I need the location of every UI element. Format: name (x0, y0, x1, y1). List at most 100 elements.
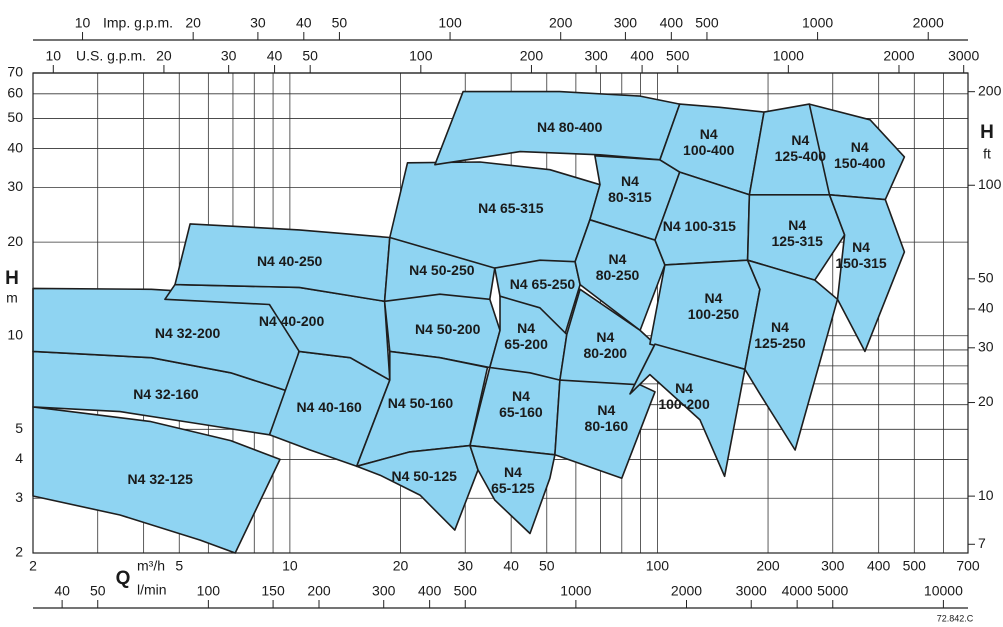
region-label: N4 80-160 (584, 401, 629, 434)
x3-tick-label: 1000 (773, 48, 804, 64)
region-label: N4 32-160 (133, 385, 199, 402)
pump-range (554, 379, 656, 479)
y-tick-label: 20 (7, 233, 23, 249)
region-label: N4 65-200 (504, 320, 548, 353)
region-label: N4 80-400 (536, 118, 603, 135)
pump-range (828, 194, 906, 353)
figure-code: 72.842.C (937, 613, 974, 623)
region-label: N4 150-400 (834, 139, 886, 172)
x3-tick-label: 3000 (948, 48, 979, 64)
x2-tick-label: 200 (307, 583, 331, 599)
y2-tick-label: 30 (978, 339, 994, 355)
x3-tick-label: 30 (221, 48, 237, 64)
x2-tick-label: 100 (197, 583, 221, 599)
y-axis-unit: m (6, 290, 18, 306)
x2-tick-label: 40 (54, 583, 70, 599)
y2-tick-label: 40 (978, 300, 994, 316)
region-label: N4 150-315 (835, 239, 887, 272)
pump-range (746, 194, 846, 281)
x4-axis-label: Imp. g.p.m. (103, 15, 173, 31)
x3-tick-label: 200 (520, 48, 544, 64)
x2-tick-label: 4000 (782, 583, 813, 599)
x2-tick-label: 1000 (560, 583, 591, 599)
region-label: N4 40-160 (296, 398, 362, 415)
x-tick-label: 200 (756, 558, 780, 574)
x4-tick-label: 100 (438, 15, 462, 31)
x-tick-label: 400 (867, 558, 891, 574)
x3-tick-label: 100 (409, 48, 433, 64)
x-axis-unit: m³/h (137, 558, 165, 574)
region-label: N4 125-400 (774, 132, 827, 165)
pump-range (808, 103, 906, 201)
x2-tick-label: 5000 (817, 583, 848, 599)
x3-tick-label: 500 (666, 48, 690, 64)
region-label: N4 80-200 (583, 329, 628, 362)
region-label: N4 32-200 (154, 325, 221, 342)
y-tick-label: 5 (15, 420, 23, 436)
pump-range (744, 259, 839, 451)
x2-tick-label: 150 (261, 583, 285, 599)
y2-tick-label: 200 (978, 82, 1002, 98)
region-label: N4 80-315 (608, 172, 652, 205)
region-label: N4 32-125 (127, 471, 193, 488)
x-axis-label: Q (116, 568, 131, 589)
x3-tick-label: 50 (302, 48, 318, 64)
x2-tick-label: 3000 (736, 583, 767, 599)
x4-tick-label: 40 (296, 15, 312, 31)
region-label: N4 50-125 (391, 468, 457, 485)
x4-tick-label: 400 (660, 15, 684, 31)
region-label: N4 125-250 (754, 318, 806, 351)
x3-tick-label: 400 (630, 48, 654, 64)
x-tick-label: 30 (457, 558, 473, 574)
x3-tick-label: 300 (584, 48, 608, 64)
region-label: N4 65-160 (499, 388, 543, 421)
region-label: N4 100-315 (662, 218, 736, 235)
x3-axis-label: U.S. g.p.m. (76, 48, 146, 64)
region-label: N4 65-250 (509, 276, 576, 293)
x4-tick-label: 300 (614, 15, 638, 31)
region-label: N4 125-315 (771, 216, 823, 249)
region-label: N4 80-250 (595, 250, 640, 283)
x4-tick-label: 1000 (802, 15, 833, 31)
region-label: N4 100-400 (683, 125, 735, 158)
x3-tick-label: 20 (156, 48, 172, 64)
y-tick-label: 60 (7, 85, 23, 101)
x4-tick-label: 500 (695, 15, 719, 31)
x-tick-label: 100 (646, 558, 670, 574)
y-tick-label: 4 (15, 450, 23, 466)
x4-tick-label: 50 (332, 15, 348, 31)
x-tick-label: 500 (903, 558, 927, 574)
region-label: N4 50-250 (409, 262, 475, 279)
y-tick-label: 40 (7, 139, 23, 155)
y2-tick-label: 20 (978, 393, 994, 409)
x2-tick-label: 500 (454, 583, 478, 599)
x2-tick-label: 300 (372, 583, 396, 599)
region-label: N4 65-125 (491, 464, 535, 497)
x3-tick-label: 40 (267, 48, 283, 64)
x4-tick-label: 30 (250, 15, 266, 31)
y2-tick-label: 10 (978, 487, 994, 503)
x-tick-label: 20 (393, 558, 409, 574)
x4-tick-label: 20 (185, 15, 201, 31)
x-tick-label: 50 (539, 558, 555, 574)
y-tick-label: 2 (15, 544, 23, 560)
region-label: N4 40-250 (256, 252, 323, 269)
x2-axis-unit: l/min (137, 582, 167, 598)
x-tick-label: 10 (282, 558, 298, 574)
region-label: N4 100-200 (658, 380, 710, 413)
y-tick-label: 3 (15, 489, 23, 505)
x3-tick-label: 10 (46, 48, 62, 64)
y2-tick-label: 50 (978, 270, 994, 286)
region-label: N4 100-250 (687, 289, 740, 322)
y-tick-label: 70 (7, 64, 23, 80)
x-tick-label: 40 (503, 558, 519, 574)
y2-tick-label: 100 (978, 176, 1002, 192)
x2-tick-label: 50 (90, 583, 106, 599)
x4-tick-label: 10 (75, 15, 91, 31)
y2-axis-unit: ft (983, 146, 991, 162)
region-label: N4 40-200 (258, 312, 325, 329)
y-tick-label: 50 (7, 109, 23, 125)
y-axis-label: H (5, 268, 19, 289)
regions (32, 90, 906, 554)
